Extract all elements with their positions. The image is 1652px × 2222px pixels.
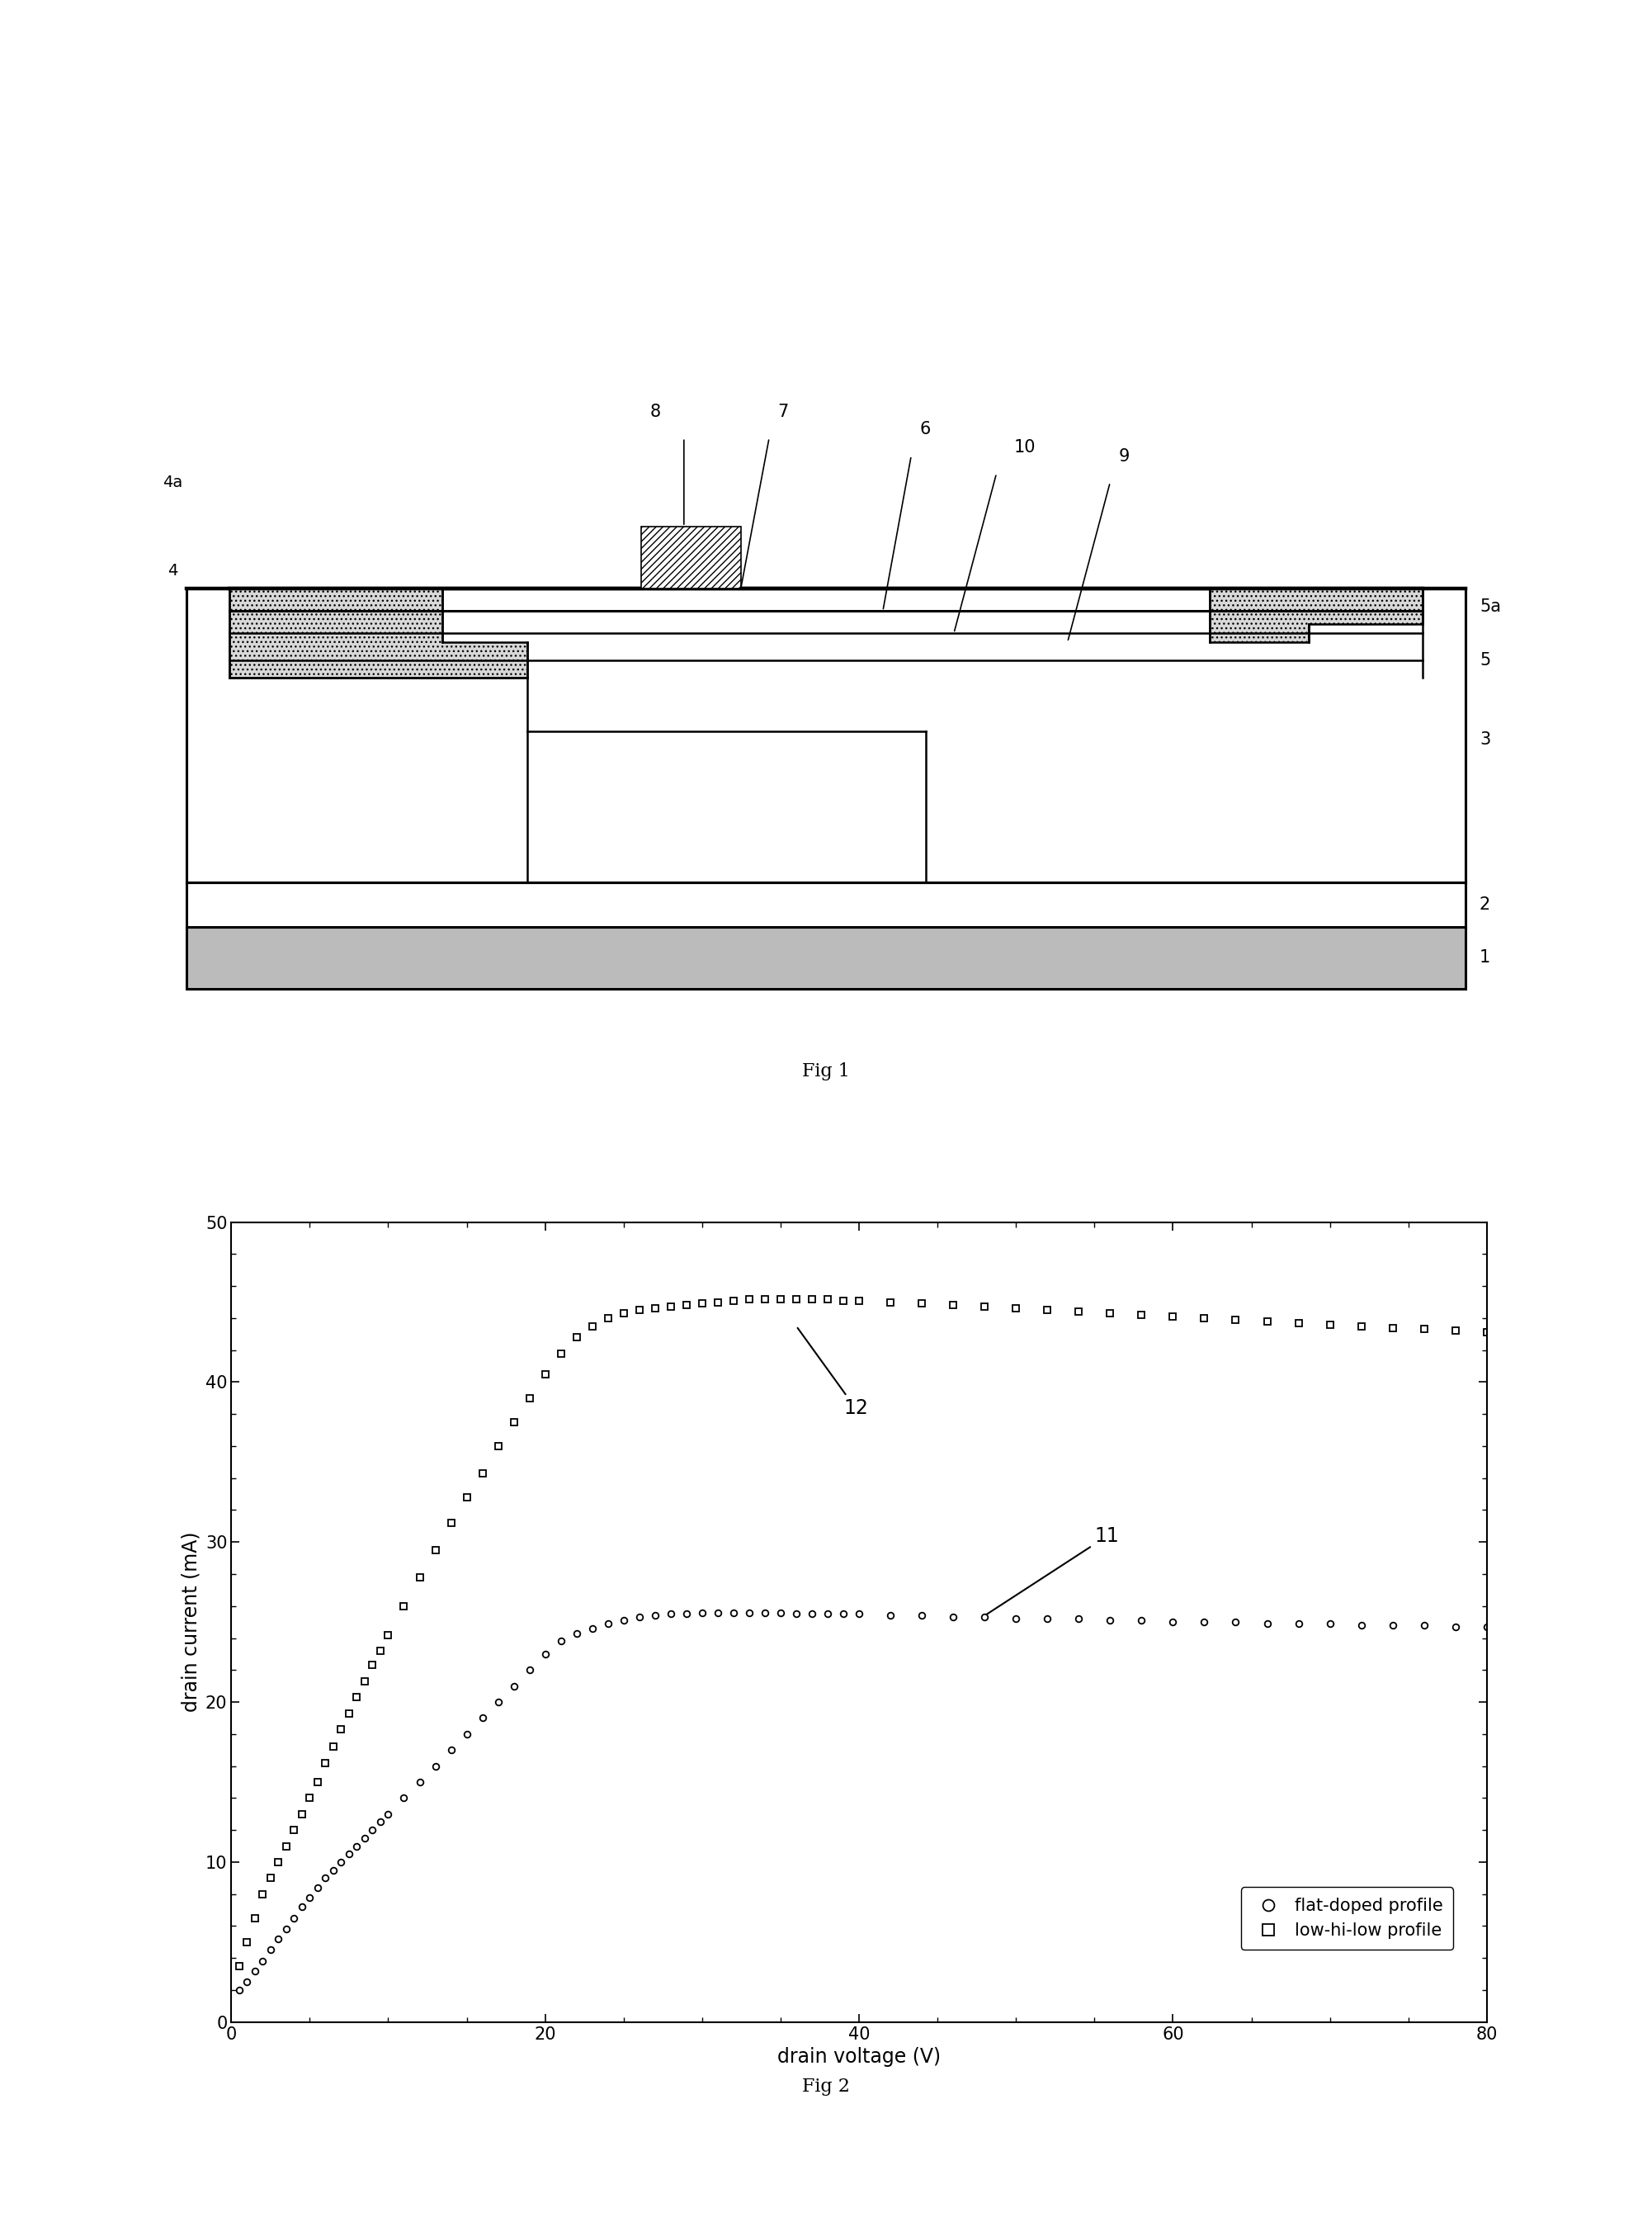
Bar (641, 527, 740, 589)
Text: 10: 10 (1014, 440, 1036, 456)
Text: 9: 9 (1118, 449, 1130, 464)
Text: Fig 1: Fig 1 (803, 1062, 849, 1080)
Bar (187, 927, 1465, 989)
Legend: flat-doped profile, low-hi-low profile: flat-doped profile, low-hi-low profile (1241, 1886, 1454, 1949)
Text: 6: 6 (920, 422, 932, 438)
Text: 5a: 5a (1480, 598, 1502, 615)
Text: 5: 5 (1480, 651, 1490, 669)
Text: 8: 8 (651, 404, 661, 420)
Polygon shape (230, 589, 527, 678)
Text: 7: 7 (778, 404, 790, 420)
Text: Fig 2: Fig 2 (803, 2078, 849, 2095)
Y-axis label: drain current (mA): drain current (mA) (182, 1531, 202, 1713)
Bar (187, 882, 1465, 927)
Text: 11: 11 (986, 1527, 1118, 1615)
Text: 1: 1 (1480, 949, 1490, 967)
Text: 3: 3 (1480, 731, 1490, 749)
X-axis label: drain voltage (V): drain voltage (V) (778, 2046, 940, 2066)
Text: 4: 4 (167, 562, 177, 580)
Text: 4a: 4a (162, 473, 182, 491)
Text: 2: 2 (1480, 895, 1490, 913)
Polygon shape (1209, 589, 1422, 642)
Bar (187, 589, 1465, 882)
Text: 12: 12 (798, 1329, 867, 1418)
